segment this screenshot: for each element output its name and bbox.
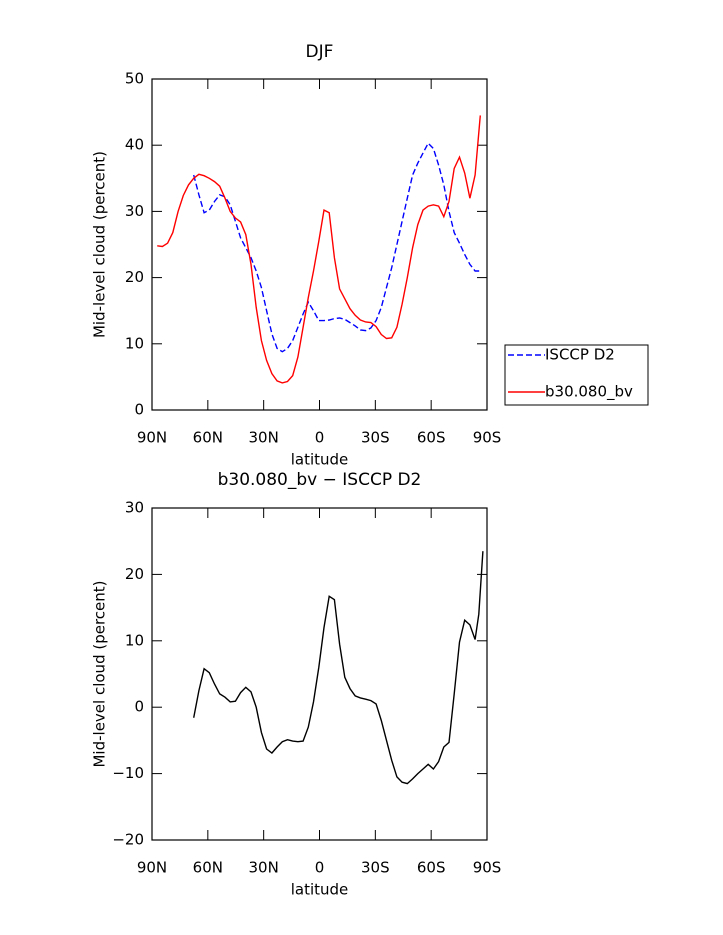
y-tick-label: 30 [125,202,144,220]
x-tick-label: 60N [193,429,223,447]
x-axis-label: latitude [291,451,349,469]
x-tick-label: 0 [315,429,325,447]
data-line [193,551,484,785]
y-tick-label: 10 [125,631,144,649]
x-tick-label: 0 [315,859,325,877]
y-tick-label: 20 [125,565,144,583]
data-line [157,115,481,384]
y-tick-label: 10 [125,334,144,352]
x-tick-label: 60S [417,859,446,877]
y-axis-label: Mid-level cloud (percent) [91,151,109,338]
x-tick-label: 30N [249,859,279,877]
plot-frame [151,78,488,411]
x-tick-label: 90S [473,429,502,447]
y-tick-label: 50 [125,70,144,88]
y-tick-label: −10 [112,764,144,782]
x-tick-label: 90N [137,859,167,877]
panel: DJF latitude Mid-level cloud (percent) 0 10 2… [91,42,649,469]
x-tick-label: 60S [417,429,446,447]
chart-title: DJF [306,42,334,62]
x-axis-label: latitude [291,881,349,899]
x-tick-label: 90N [137,429,167,447]
chart-title: b30.080_bv − ISCCP D2 [218,470,422,490]
y-tick-label: 0 [134,698,144,716]
y-tick-label: 40 [125,136,144,154]
x-tick-label: 30S [361,429,390,447]
data-line [193,142,481,353]
x-tick-label: 30S [361,859,390,877]
y-axis-label: Mid-level cloud (percent) [91,580,109,767]
y-tick-label: 20 [125,268,144,286]
y-tick-label: −20 [112,831,144,849]
legend-label: ISCCP D2 [545,346,615,364]
x-tick-label: 30N [249,429,279,447]
legend-label: b30.080_bv [545,383,633,402]
y-tick-label: 30 [125,499,144,517]
panel: b30.080_bv − ISCCP D2 latitude Mid-level c… [91,470,502,899]
y-tick-label: 0 [134,401,144,419]
legend-box [504,344,649,406]
x-tick-label: 60N [193,859,223,877]
x-tick-label: 90S [473,859,502,877]
plot-frame [151,507,488,841]
